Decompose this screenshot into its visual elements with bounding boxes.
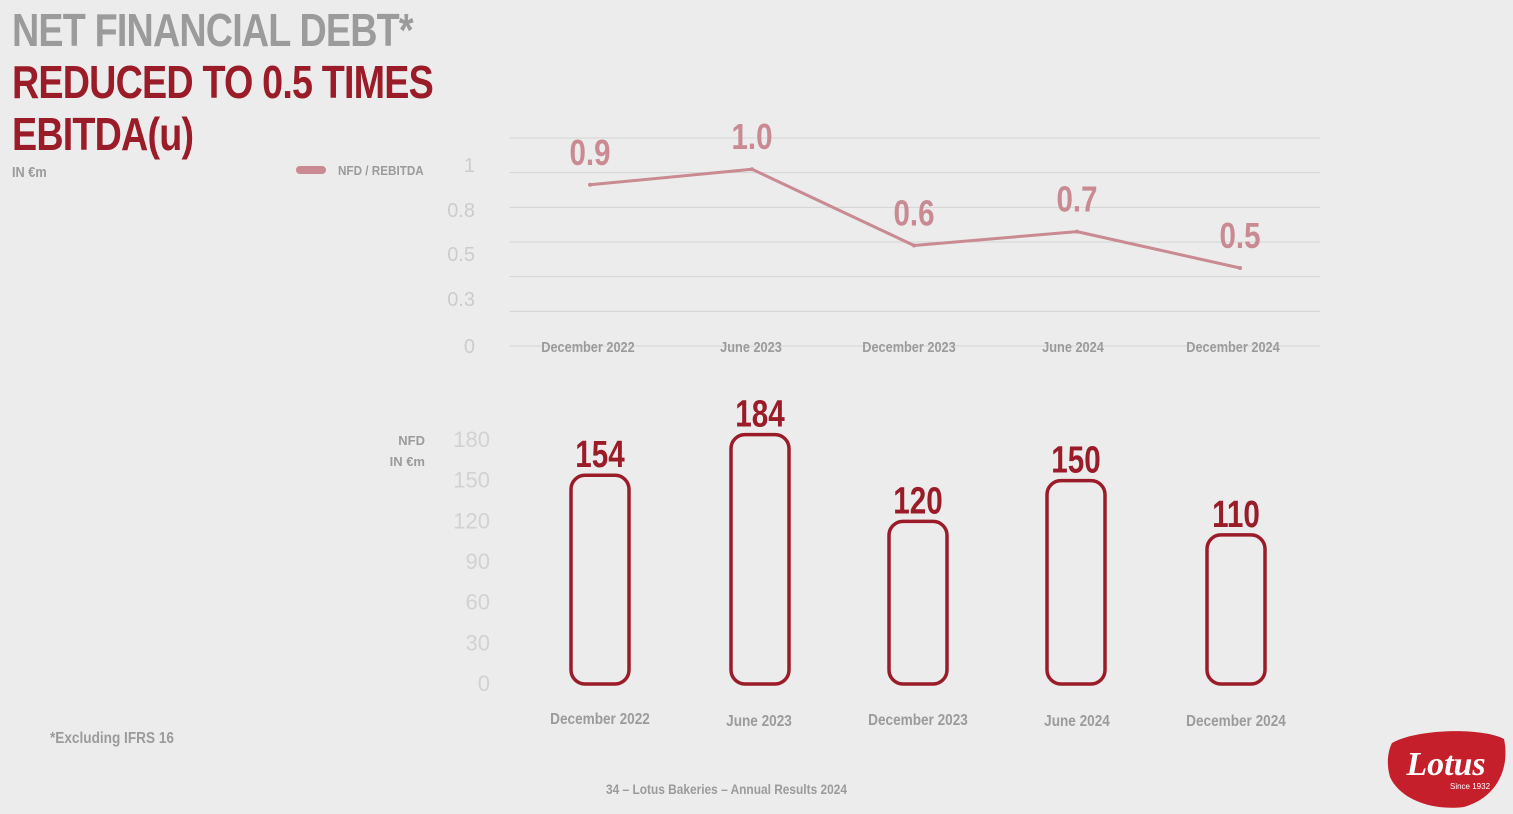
page-title: NET FINANCIAL DEBT* REDUCED TO 0.5 TIMES… — [12, 4, 525, 160]
line-chart-point — [1238, 266, 1242, 270]
logo-tagline: Since 1932 — [1450, 782, 1491, 791]
line-chart-category-label: December 2022 — [541, 338, 635, 355]
title-line-2: REDUCED TO 0.5 TIMES — [12, 56, 434, 108]
line-chart-ytick-label: 0.3 — [447, 289, 475, 311]
bar-chart-data-label: 120 — [893, 480, 942, 522]
line-chart-data-label: 0.5 — [1219, 215, 1260, 255]
bar-chart-category-label: December 2022 — [550, 711, 650, 728]
bar-chart-ytick-label: 30 — [466, 630, 490, 655]
bar-chart-data-label: 154 — [575, 434, 624, 476]
line-chart-data-label: 0.7 — [1056, 179, 1097, 219]
bar-chart-category-label: December 2024 — [1186, 713, 1286, 730]
line-chart-point — [588, 182, 592, 187]
line-chart-data-label: 0.9 — [569, 132, 610, 172]
bar-chart-ytick-label: 90 — [466, 549, 490, 574]
line-chart-data-label: 1.0 — [731, 116, 772, 156]
line-chart-category-label: December 2023 — [862, 338, 956, 355]
title-line-3: EBITDA(u) — [12, 108, 194, 160]
bar-chart-bar — [1205, 533, 1267, 686]
lotus-logo: Lotus Since 1932 — [1387, 731, 1506, 808]
logo-shape — [1387, 731, 1506, 808]
line-chart-category-label: June 2024 — [1042, 338, 1104, 355]
bar-chart-bar — [729, 432, 791, 686]
line-chart-data-label: 0.6 — [893, 193, 934, 233]
logo-text: Lotus — [1405, 746, 1485, 783]
line-chart-ytick-label: 0.8 — [447, 200, 475, 222]
bar-chart-ytick-label: 180 — [453, 427, 490, 452]
bar-chart-bar — [569, 473, 631, 686]
bar-chart-ylabel: IN €m — [390, 454, 425, 469]
bar-chart-ytick-label: 0 — [478, 671, 490, 696]
line-chart-legend-label: NFD / REBITDA — [338, 163, 424, 178]
bar-chart-data-label: 184 — [735, 393, 784, 435]
line-chart-ytick-label: 0.5 — [447, 244, 475, 266]
line-chart-ytick-label: 0 — [464, 336, 475, 358]
bar-chart-category-label: June 2024 — [1044, 713, 1110, 730]
page-footer: 34 – Lotus Bakeries – Annual Results 202… — [606, 781, 847, 797]
bar-chart-data-label: 150 — [1051, 439, 1100, 481]
footnote: *Excluding IFRS 16 — [50, 730, 174, 747]
bar-chart-ytick-label: 60 — [466, 590, 490, 615]
bar-chart-ytick-label: 150 — [453, 468, 490, 493]
line-chart-point — [750, 167, 754, 172]
line-chart-ytick-label: 1 — [464, 155, 475, 177]
bar-chart-ytick-label: 120 — [453, 508, 490, 533]
bar-chart-data-label: 110 — [1212, 493, 1260, 535]
line-chart-point — [912, 243, 916, 248]
line-chart-point — [1075, 229, 1079, 234]
bar-chart-bar — [1045, 478, 1107, 686]
bar-chart-bar — [887, 519, 949, 686]
bar-chart-category-label: December 2023 — [868, 712, 968, 729]
title-line-1: NET FINANCIAL DEBT* — [12, 4, 414, 56]
bar-chart-category-label: June 2023 — [726, 713, 792, 730]
line-chart-category-label: June 2023 — [720, 338, 782, 355]
unit-label: IN €m — [12, 164, 47, 181]
bar-chart-ylabel: NFD — [398, 433, 425, 448]
line-chart-category-label: December 2024 — [1186, 338, 1280, 355]
